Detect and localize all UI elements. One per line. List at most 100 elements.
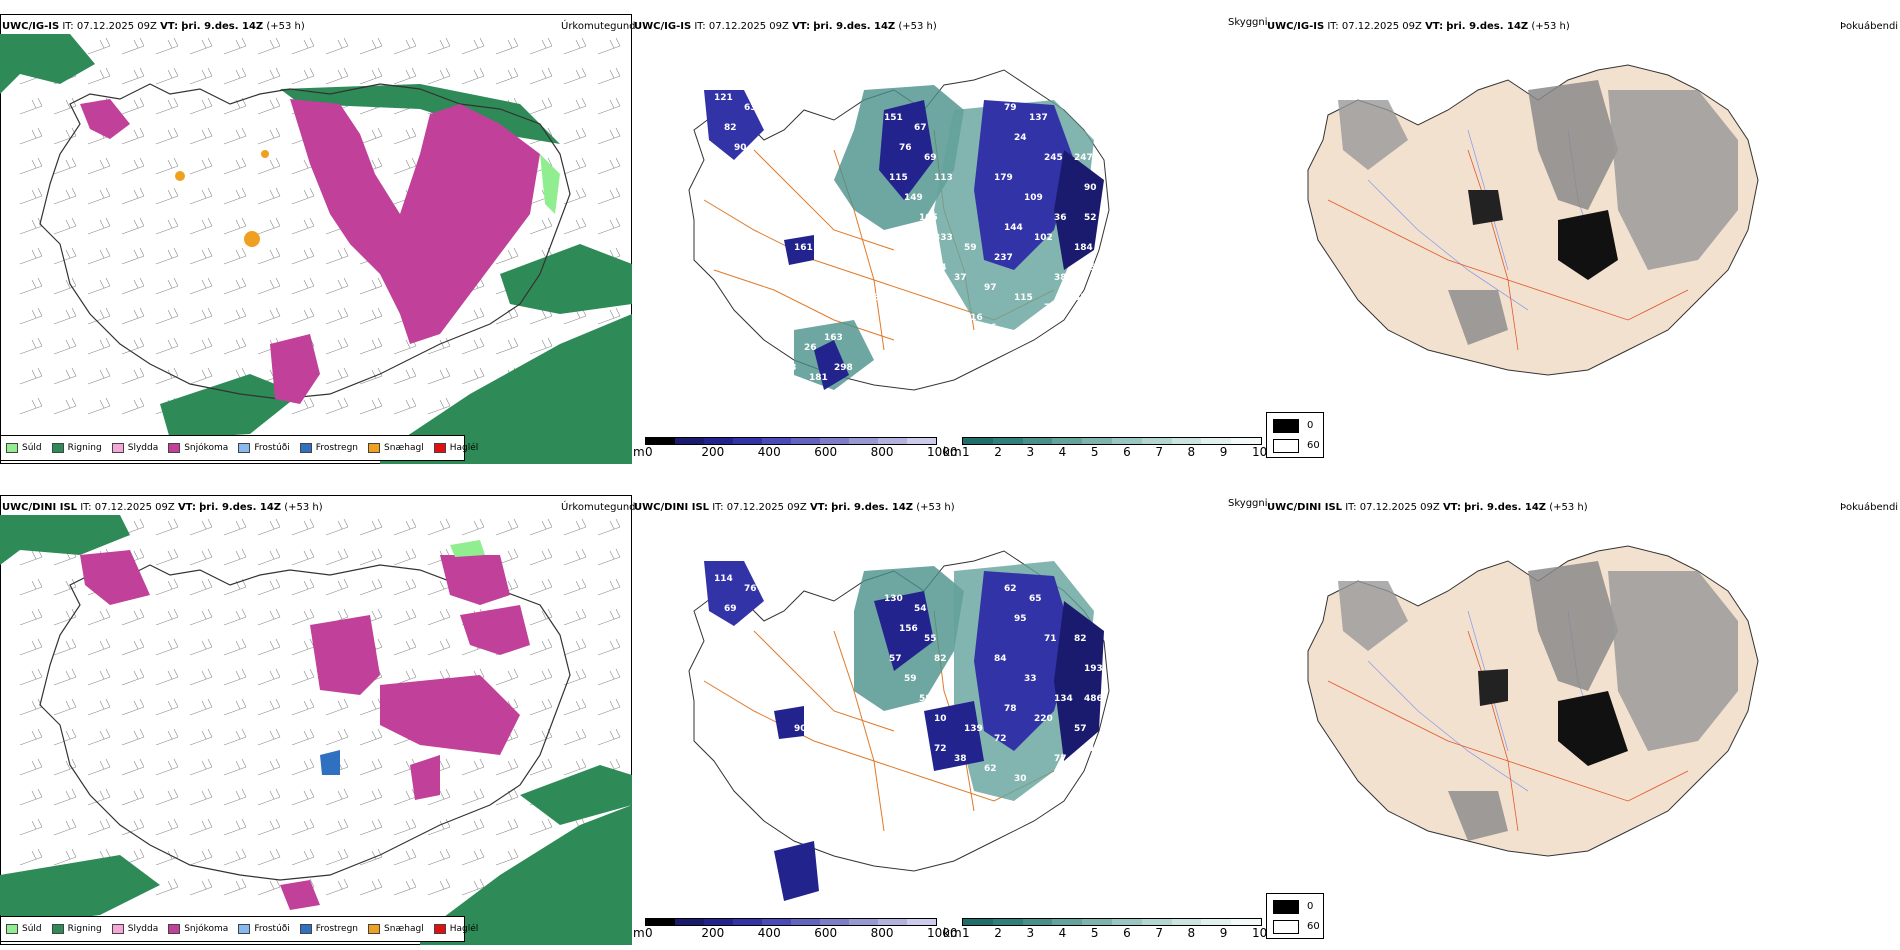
cloudbase-value-label: 52	[1084, 213, 1097, 223]
wind-barb	[359, 758, 383, 776]
wind-barb	[393, 608, 417, 626]
wind-barb	[495, 848, 519, 866]
legend-item: Frostregn	[299, 924, 358, 934]
colorbar-segment	[907, 919, 936, 925]
wind-barb	[291, 608, 315, 626]
wind-barb	[291, 638, 315, 656]
legend-item: Haglél	[433, 924, 478, 934]
wind-barb	[121, 337, 145, 355]
wind-barb	[87, 337, 111, 355]
fog-roads	[1327, 149, 1689, 351]
legend-swatch	[168, 443, 181, 453]
wind-barb	[189, 578, 213, 596]
cloudbase-value-label: 59	[964, 243, 977, 253]
wind-barb	[223, 638, 247, 656]
wind-barb	[257, 97, 281, 115]
wind-barb	[223, 818, 247, 836]
wind-barb	[53, 367, 77, 385]
snow-area-b6	[410, 755, 440, 800]
cloudbase-dark-area-2	[974, 571, 1074, 751]
wind-barb	[223, 578, 247, 596]
wind-barb	[189, 337, 213, 355]
cloudbase-value-label: 65	[1029, 594, 1042, 604]
wind-barb	[155, 187, 179, 205]
wind-barb	[121, 127, 145, 145]
wind-barb	[19, 367, 43, 385]
wind-barb	[155, 127, 179, 145]
wind-barb	[291, 518, 315, 536]
colorbar-tick-label: 10	[1252, 445, 1268, 459]
fog-label-0: 0	[1307, 901, 1314, 912]
colorbar-segment	[1052, 438, 1083, 444]
wind-barb	[257, 758, 281, 776]
colorbar-segment	[820, 919, 849, 925]
legend-item: Rigning	[51, 443, 102, 453]
wind-barb	[19, 157, 43, 175]
fog-swatch-60	[1273, 439, 1299, 453]
wind-barb	[359, 728, 383, 746]
cloudbase-value-label: 134	[1054, 694, 1073, 704]
snow-area-s	[270, 334, 320, 404]
wind-barb	[461, 758, 485, 776]
wind-barb	[597, 37, 621, 55]
wind-barb	[325, 518, 349, 536]
cloudbase-value-label: 109	[734, 624, 753, 634]
colorbar-tick-label: 200	[701, 926, 725, 940]
wind-barb	[189, 848, 213, 866]
ptype-legend-bottom: Súld Rigning Slydda Snjókoma Frostúði Fr…	[0, 916, 478, 942]
wind-barb	[393, 367, 417, 385]
wind-barb	[495, 337, 519, 355]
wind-barb	[291, 848, 315, 866]
cloudbase-value-label: 30	[1014, 774, 1027, 784]
legend-item: Frostúði	[238, 443, 290, 453]
wind-barb	[461, 67, 485, 85]
ptype-header-bottom: UWC/DINI ISL IT: 07.12.2025 09Z VT: þri.…	[2, 502, 323, 513]
cloudbase-value-label: 77	[1054, 754, 1067, 764]
cloudbase-value-label: 78	[1004, 704, 1017, 714]
wind-barb	[359, 337, 383, 355]
wind-barb	[223, 728, 247, 746]
wind-barb	[393, 67, 417, 85]
wind-barb	[597, 608, 621, 626]
cloudbase-value-label: 130	[884, 594, 903, 604]
colorbar-segment	[762, 919, 791, 925]
colorbar-segment	[1052, 919, 1083, 925]
wind-barb	[257, 127, 281, 145]
wind-barb	[155, 217, 179, 235]
colorbar-segment	[963, 919, 993, 925]
wind-barb	[461, 848, 485, 866]
wind-barb	[427, 638, 451, 656]
wind-barb	[291, 698, 315, 716]
cloudbase-value-label: 57	[844, 283, 857, 293]
cloudbase-value-label: 90	[794, 724, 807, 734]
colorbar-segment	[878, 919, 907, 925]
cloudbase-value-label: 216	[964, 313, 983, 323]
wind-barb	[597, 548, 621, 566]
colorbar-segment	[878, 438, 907, 444]
ptype-map-top	[0, 34, 632, 464]
wind-barb	[529, 548, 553, 566]
wind-barb	[155, 67, 179, 85]
wind-barb	[155, 157, 179, 175]
wind-barb	[291, 247, 315, 265]
wind-barb	[189, 97, 213, 115]
wind-barb	[291, 277, 315, 295]
cloudbase-value-label: 76	[744, 584, 757, 594]
colorbar-tick-label: 400	[757, 445, 781, 459]
wind-barb	[223, 518, 247, 536]
wind-barb	[87, 397, 111, 415]
rain-area-sw-b	[0, 855, 160, 925]
rain-area-nw-b	[0, 515, 130, 565]
wind-barb	[19, 187, 43, 205]
wind-barb	[223, 97, 247, 115]
wind-barb	[359, 277, 383, 295]
wind-barb	[291, 187, 315, 205]
wind-barb	[291, 37, 315, 55]
colorbar-tick-label: 10	[1252, 926, 1268, 940]
colorbar-tick-label: 800	[870, 445, 894, 459]
wind-barb	[461, 307, 485, 325]
cloudbase-value-label: 109	[1024, 193, 1043, 203]
colorbar-tick-label: 0	[645, 445, 653, 459]
wind-barb	[223, 247, 247, 265]
fog-dark-area-2	[1478, 669, 1508, 706]
